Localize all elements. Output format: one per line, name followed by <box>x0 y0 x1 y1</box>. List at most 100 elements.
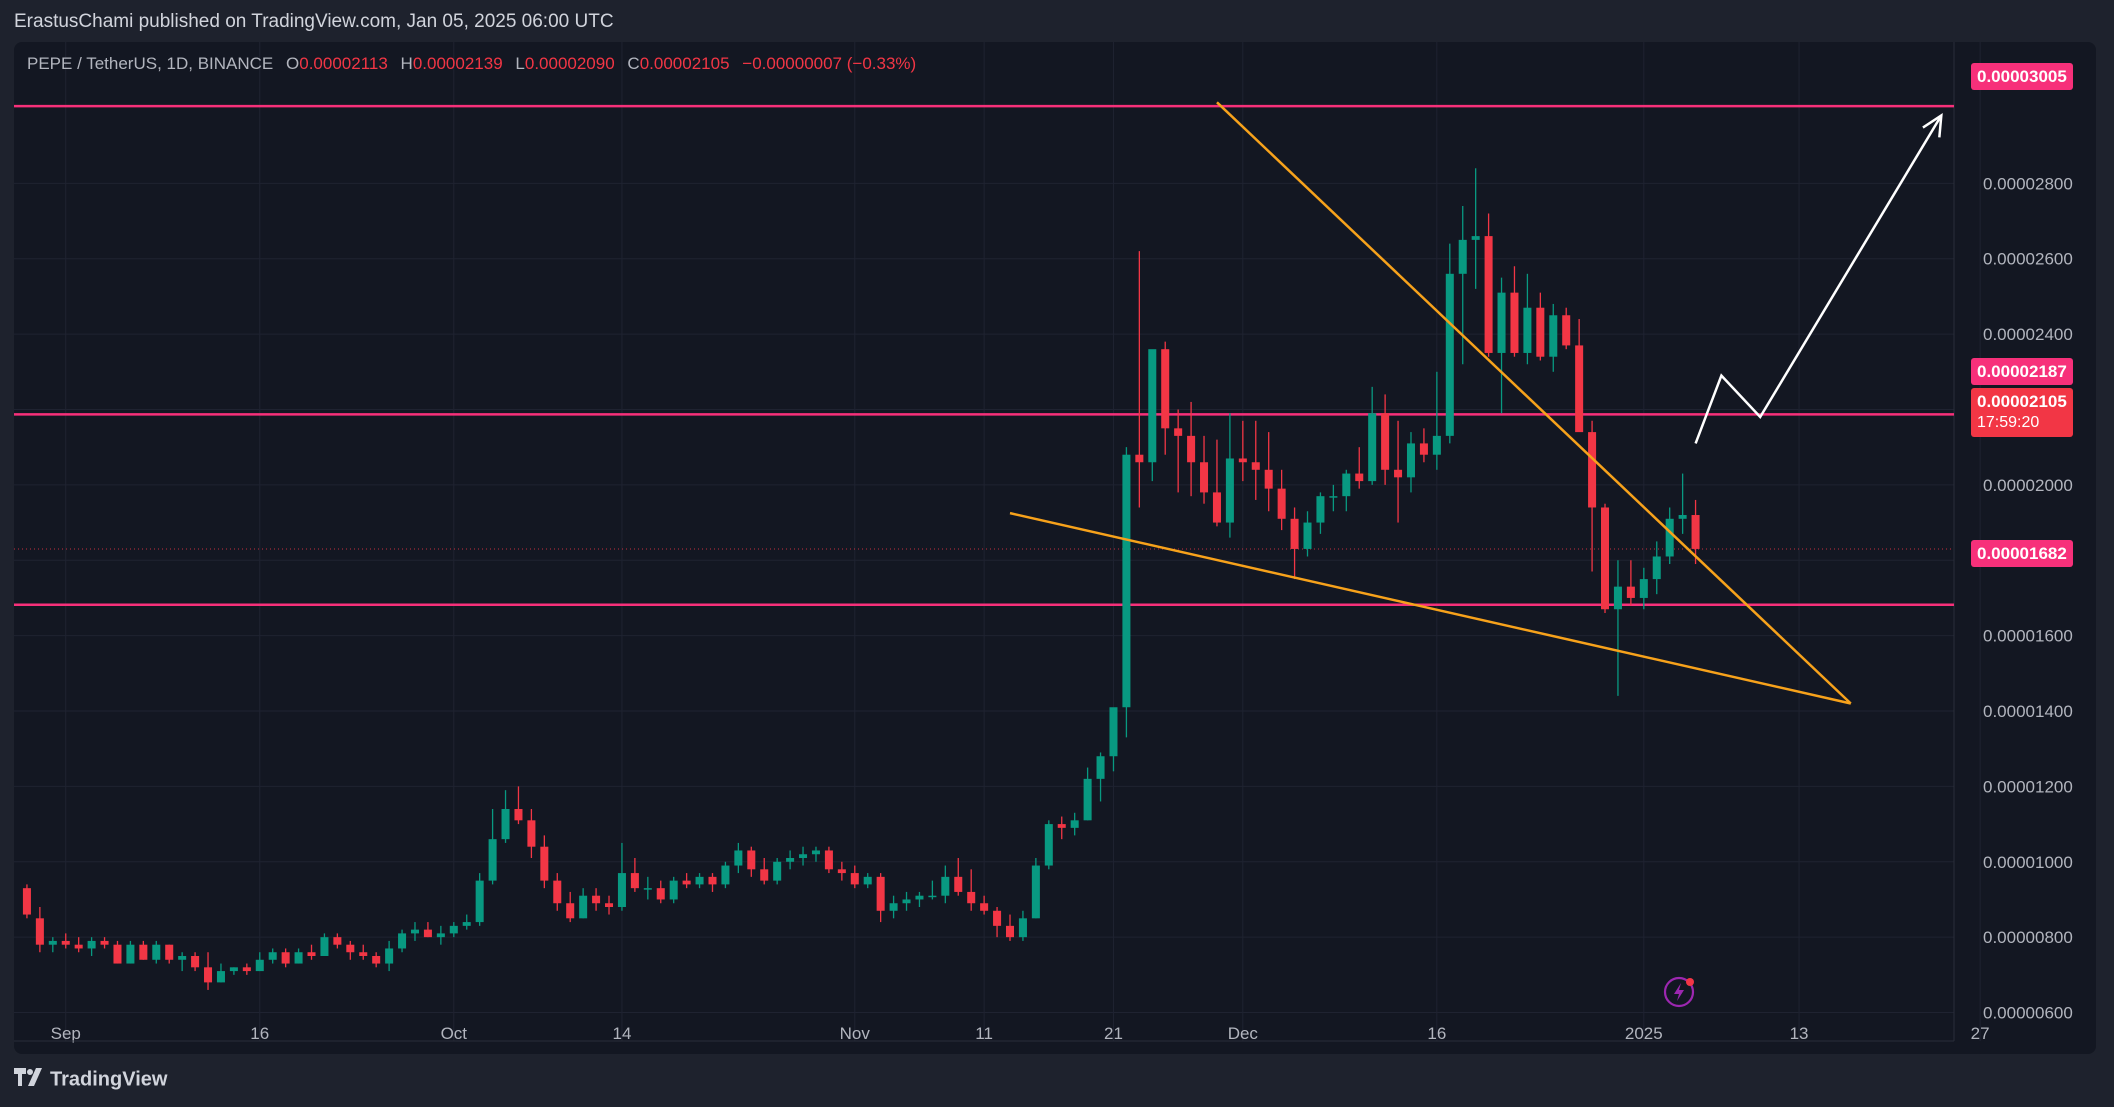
candle-body <box>398 933 407 949</box>
candle-body <box>889 903 898 911</box>
y-tick-label: 0.00002400 <box>1983 325 2073 344</box>
candle-body <box>1549 315 1558 357</box>
candle-body <box>967 891 976 904</box>
open-label: O <box>286 54 300 73</box>
x-tick-label: 16 <box>250 1024 269 1043</box>
candle-body <box>1329 496 1338 498</box>
candle-body <box>462 922 471 926</box>
high-value: 0.00002139 <box>412 54 503 73</box>
candle-body <box>1406 443 1415 478</box>
level-tag-top: 0.00003005 <box>1971 63 2073 90</box>
candle-body <box>1031 865 1040 919</box>
candle-body <box>630 873 639 889</box>
candle-body <box>1368 413 1377 482</box>
chart-panel[interactable]: 0.00000600 0.00000800 0.00001000 0.00001200… <box>14 42 2096 1054</box>
candle-body <box>643 888 652 890</box>
candle-body <box>656 888 665 900</box>
candle-body <box>1626 586 1635 598</box>
candle-body <box>980 903 989 911</box>
candle-body <box>799 854 808 859</box>
candle-body <box>1601 507 1610 610</box>
candle-body <box>721 865 730 885</box>
candle-body <box>1238 458 1247 463</box>
x-tick-label: Oct <box>441 1024 468 1043</box>
candle-body <box>540 846 549 881</box>
candle-body <box>1251 462 1260 470</box>
trendline-lower <box>1009 511 1852 705</box>
x-tick-label: 11 <box>975 1024 993 1043</box>
candle-body <box>178 956 187 960</box>
candle-body <box>449 925 458 934</box>
candle-body <box>786 858 795 862</box>
candle-body <box>1161 349 1170 429</box>
level-tag-mid: 0.00002187 <box>1971 358 2073 385</box>
change-value: −0.00000007 (−0.33%) <box>742 54 917 73</box>
candle-body <box>1523 307 1532 353</box>
candle-body <box>1510 292 1519 353</box>
candle-body <box>1005 925 1015 938</box>
candle-body <box>1381 413 1390 470</box>
candle-body <box>1083 778 1092 821</box>
candle-body <box>1665 518 1674 557</box>
x-tick-label: 13 <box>1790 1024 1809 1043</box>
candle-body <box>824 850 833 870</box>
candle-body <box>941 876 950 896</box>
x-tick-label: 2025 <box>1625 1024 1663 1043</box>
candle-body <box>915 895 924 900</box>
candle-body <box>954 876 963 892</box>
candle-body <box>863 876 872 885</box>
candle-body <box>1575 345 1584 433</box>
candle-body <box>1432 435 1441 455</box>
x-tick-label: 16 <box>1427 1024 1446 1043</box>
low-label: L <box>515 54 525 73</box>
projection-path <box>1694 114 1943 444</box>
candle-body <box>928 895 937 898</box>
price-chart[interactable]: 0.00000600 0.00000800 0.00001000 0.00001200… <box>14 42 2096 1054</box>
candle-body <box>1174 428 1183 436</box>
candle-body <box>1445 273 1454 436</box>
candle-body <box>708 876 717 885</box>
candle-body <box>1109 707 1118 757</box>
publisher-text: ErastusChami published on TradingView.co… <box>14 11 614 32</box>
candle-body <box>1070 820 1079 828</box>
candle-body <box>1471 236 1480 240</box>
candle-body <box>1652 556 1661 580</box>
candle-body <box>1264 469 1273 489</box>
x-tick-label: 27 <box>1971 1024 1990 1043</box>
projection-arrowhead <box>1922 113 1943 138</box>
candle-body <box>1588 432 1597 508</box>
candle-body <box>372 956 381 964</box>
candle-body <box>22 888 31 915</box>
candle-body <box>1277 488 1286 519</box>
candle-body <box>1316 496 1325 523</box>
candle-body <box>359 952 368 957</box>
candle-body <box>850 873 859 885</box>
y-tick-label: 0.00001600 <box>1983 627 2073 646</box>
candle-body <box>1678 515 1687 519</box>
candle-body <box>993 910 1002 926</box>
candle-body <box>566 903 575 919</box>
candle-body <box>579 895 588 919</box>
y-tick-label: 0.00002000 <box>1983 476 2073 495</box>
y-tick-label: 0.00000800 <box>1983 928 2073 947</box>
candle-body <box>553 880 562 904</box>
candle-body <box>1562 315 1571 346</box>
candle-body <box>152 944 161 960</box>
candle-body <box>87 940 96 949</box>
lightning-alert-icon[interactable] <box>1663 976 1695 1008</box>
candle-body <box>307 952 316 957</box>
candle-body <box>760 869 769 881</box>
candle-body <box>592 895 601 904</box>
candle-body <box>1135 454 1144 463</box>
symbol-label[interactable]: PEPE / TetherUS, 1D, BINANCE <box>27 54 274 73</box>
candle-body <box>501 809 510 840</box>
candle-body <box>605 903 614 908</box>
candle-body <box>410 929 419 934</box>
candle-body <box>734 850 743 866</box>
x-tick-label: Nov <box>840 1024 871 1043</box>
y-tick-label: 0.00000600 <box>1983 1004 2073 1023</box>
candle-body <box>255 959 264 972</box>
candle-body <box>811 850 820 855</box>
candle-body <box>1200 462 1209 493</box>
y-tick-label: 0.00001400 <box>1983 702 2073 721</box>
